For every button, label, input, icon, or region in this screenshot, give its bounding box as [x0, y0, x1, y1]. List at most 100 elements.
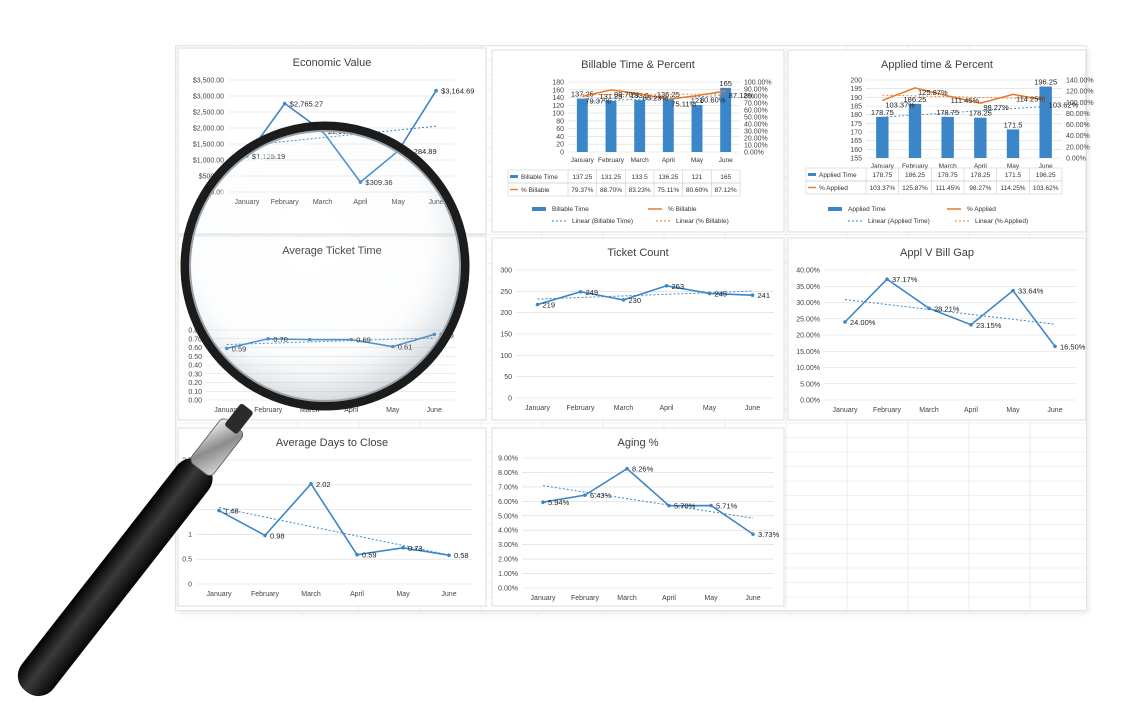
x-tick-label: January: [207, 591, 232, 598]
x-tick-label: February: [571, 595, 600, 602]
y-tick-label: 0: [508, 396, 512, 403]
y2-tick-label: 60.00%: [1066, 122, 1090, 129]
y-tick-label: 180: [552, 80, 564, 87]
data-label: 37.17%: [892, 275, 918, 284]
chart-title: Economic Value: [293, 57, 372, 69]
y-tick-label: 0.5: [182, 557, 192, 564]
billable-time-percent-chart: Billable Time & Percent 02040608010012014…: [491, 49, 785, 233]
y-tick-label: 8.00%: [498, 470, 518, 477]
data-label: $3,164.69: [441, 87, 474, 96]
x-tick-label: June: [745, 595, 760, 602]
bar: [941, 116, 954, 158]
y-tick-label: 165: [850, 138, 862, 145]
data-label: 249: [586, 288, 599, 297]
y2-tick-label: 120.00%: [1066, 89, 1094, 96]
data-point: [664, 283, 669, 288]
y-tick-label: 100: [552, 111, 564, 118]
percent-label: 79.37%: [585, 96, 611, 105]
y-tick-label: 200: [850, 78, 862, 85]
bar-label: 186.25: [904, 95, 927, 104]
table-cell: 131.25: [601, 174, 621, 181]
series-line: [218, 482, 450, 557]
table-cell: 136.25: [658, 174, 678, 181]
y-tick-label: 0.70: [188, 336, 202, 343]
magnifying-glass-icon: [17, 121, 470, 697]
x-tick-label: April: [662, 157, 676, 164]
lens-rim: [180, 121, 470, 411]
x-tick-label: May: [1006, 407, 1020, 414]
trendline: [844, 299, 1056, 325]
x-tick-label: May: [691, 157, 704, 164]
ticket-count-chart: Ticket Count 0 50 100 150 200 250 300 January Feb…: [491, 237, 785, 421]
table-cell: 98.27%: [969, 185, 991, 192]
data-point: [667, 503, 671, 508]
data-label: 2.02: [316, 480, 331, 489]
data-point: [355, 552, 359, 557]
x-tick-label: March: [617, 595, 637, 602]
handle-neck: [225, 404, 253, 434]
data-point: [578, 289, 583, 294]
chart-title: Aging %: [618, 437, 659, 449]
chart-title: Ticket Count: [607, 247, 668, 259]
data-point: [751, 532, 755, 536]
x-tick-label: February: [254, 407, 283, 414]
chart-area: [787, 49, 1087, 233]
chart-title: Average Days to Close: [276, 437, 388, 449]
table-cell: 186.25: [905, 172, 925, 179]
y2-tick-label: 60.00%: [744, 108, 768, 115]
legend-entry: Applied Time: [848, 206, 886, 213]
y2-tick-label: 40.00%: [1066, 133, 1090, 140]
table-row: [507, 182, 741, 197]
y-tick-label: 10.00%: [796, 365, 820, 372]
y-tick-label: 180: [850, 112, 862, 119]
table-cell: 87.12%: [715, 187, 737, 194]
data-point: [401, 545, 405, 550]
x-tick-label: April: [974, 163, 988, 170]
y-tick-label: 20: [556, 142, 564, 149]
table-cell: 75.11%: [658, 187, 680, 194]
x-tick-label: January: [525, 405, 550, 412]
x-tick-label: June: [1047, 407, 1062, 414]
percent-label: 111.45%: [951, 96, 980, 105]
data-point: [217, 508, 221, 513]
y2-tick-label: 70.00%: [744, 101, 768, 108]
lens-inner-rim: [189, 130, 461, 402]
y2-tick-label: 0.00%: [1066, 156, 1086, 163]
x-tick-label: February: [873, 407, 902, 414]
bar: [691, 104, 703, 152]
y-tick-label: $1,000.00: [193, 158, 224, 165]
table-row: [805, 180, 1063, 195]
y-tick-label: 0.00: [188, 398, 202, 405]
data-point: [434, 88, 438, 93]
table-cell: 88.70%: [600, 187, 622, 194]
data-point: [583, 493, 587, 497]
handle-grip: [17, 458, 213, 697]
chart-title: Appl V Bill Gap: [900, 247, 974, 259]
data-label: 23.15%: [976, 321, 1002, 330]
y-tick-label: 3.00%: [498, 542, 518, 549]
legend-entry: Billable Time: [552, 206, 589, 213]
y-tick-label: 50: [504, 374, 512, 381]
table-cell: 178.25: [970, 172, 990, 179]
y2-tick-label: 100.00%: [744, 80, 772, 87]
data-point: [750, 293, 755, 297]
y-tick-label: 0.00%: [800, 398, 820, 405]
data-label: 33.64%: [1018, 287, 1044, 296]
table-row-header: % Billable: [521, 187, 550, 194]
y-tick-label: $2,500.00: [193, 110, 224, 117]
x-tick-label: April: [344, 407, 358, 414]
trendline: [218, 507, 450, 556]
x-tick-label: May: [704, 595, 718, 602]
y-tick-label: 155: [850, 156, 862, 163]
data-label: 0.59: [362, 551, 377, 560]
data-label: 8.26%: [632, 465, 654, 474]
table-cell: 133.5: [632, 174, 649, 181]
y-tick-label: 60: [556, 126, 564, 133]
percent-line: [882, 87, 1046, 105]
y2-tick-label: 100.00%: [1066, 100, 1094, 107]
y-tick-label: 20.00%: [796, 333, 820, 340]
x-tick-label: June: [745, 405, 760, 412]
table-cell: 171.5: [1005, 172, 1022, 179]
x-tick-label: May: [396, 591, 410, 598]
data-point: [447, 553, 451, 558]
